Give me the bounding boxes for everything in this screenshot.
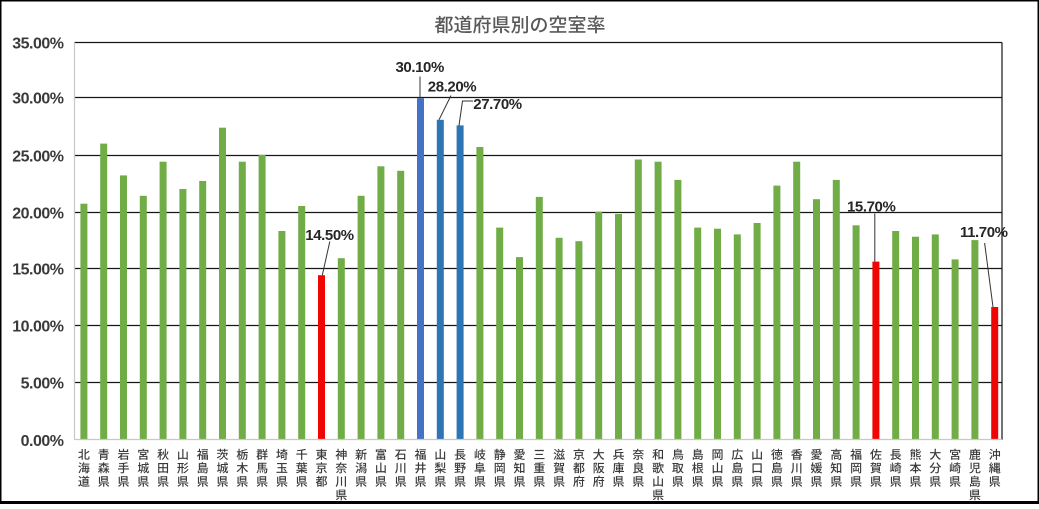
svg-text:20.00%: 20.00% bbox=[12, 206, 64, 223]
svg-text:30.10%: 30.10% bbox=[395, 59, 444, 76]
svg-text:30.00%: 30.00% bbox=[12, 91, 64, 108]
svg-text:25.00%: 25.00% bbox=[12, 149, 64, 166]
svg-text:0.00%: 0.00% bbox=[21, 433, 64, 450]
svg-text:28.20%: 28.20% bbox=[428, 78, 477, 95]
svg-text:15.00%: 15.00% bbox=[12, 262, 64, 279]
svg-text:5.00%: 5.00% bbox=[21, 376, 64, 393]
svg-text:14.50%: 14.50% bbox=[305, 227, 354, 244]
svg-text:10.00%: 10.00% bbox=[12, 319, 64, 336]
svg-text:35.00%: 35.00% bbox=[12, 36, 64, 53]
svg-text:11.70%: 11.70% bbox=[960, 224, 1008, 241]
svg-text:15.70%: 15.70% bbox=[847, 198, 896, 215]
svg-text:27.70%: 27.70% bbox=[473, 96, 522, 113]
